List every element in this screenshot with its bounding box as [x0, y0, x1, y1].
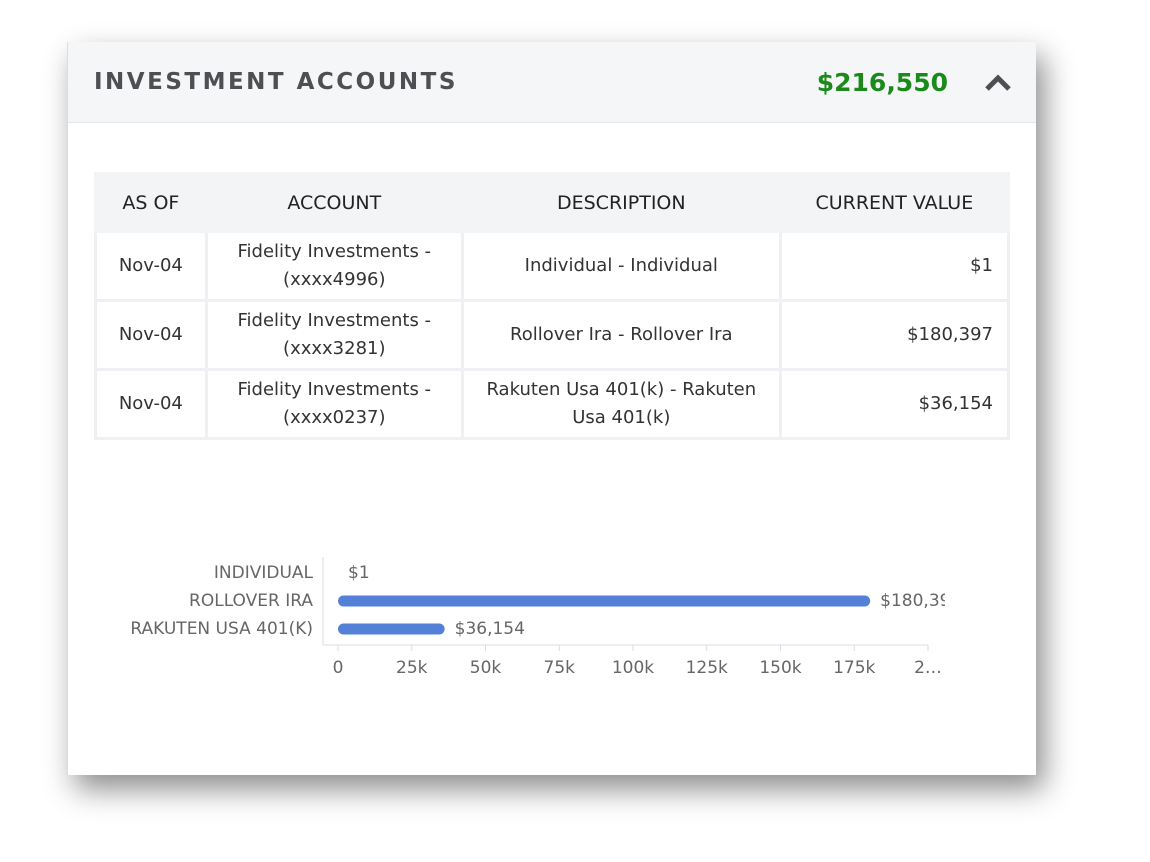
card-header[interactable]: INVESTMENT ACCOUNTS $216,550 [68, 42, 1036, 123]
x-tick-label: 25k [396, 658, 428, 678]
x-tick-label: 175k [833, 658, 875, 678]
table-cell: Nov-04 [94, 230, 208, 302]
table-cell: Rollover Ira - Rollover Ira [460, 299, 782, 371]
x-tick-label: 75k [544, 658, 576, 678]
table-cell: Rakuten Usa 401(k) - Rakuten Usa 401(k) [460, 368, 782, 440]
value-label: $180,397 [880, 591, 961, 611]
column-header: CURRENT VALUE [778, 172, 1011, 233]
y-tick-label: INDIVIDUAL [214, 563, 314, 583]
table-body: Nov-04 Fidelity Investments - (xxxx4996) I… [94, 230, 1011, 440]
table-row: Nov-04 Fidelity Investments - (xxxx4996) I… [94, 230, 1011, 302]
y-tick-label: RAKUTEN USA 401(K) [130, 619, 313, 639]
table-cell: Individual - Individual [460, 230, 782, 302]
x-tick-label: 0 [333, 658, 344, 678]
x-tick-label: 2… [914, 658, 942, 678]
table-row: Nov-04 Fidelity Investments - (xxxx0237) R… [94, 368, 1011, 440]
column-header: ACCOUNT [204, 172, 464, 233]
table-cell: Nov-04 [94, 299, 208, 371]
bar [338, 623, 445, 635]
x-tick-label: 150k [759, 658, 801, 678]
title: INVESTMENT ACCOUNTS [94, 69, 458, 95]
x-tick-label: 125k [686, 658, 728, 678]
table-cell: $36,154 [778, 368, 1011, 440]
total: $216,550 [816, 68, 948, 97]
y-tick-label: ROLLOVER IRA [189, 591, 313, 611]
x-tick-label: 100k [612, 658, 654, 678]
table-cell: $180,397 [778, 299, 1011, 371]
table-cell: Nov-04 [94, 368, 208, 440]
table-cell: Fidelity Investments - (xxxx0237) [204, 368, 464, 440]
column-header: DESCRIPTION [460, 172, 782, 233]
bar [338, 595, 871, 607]
collapse-icon[interactable] [984, 74, 1012, 92]
card: INVESTMENT ACCOUNTS $216,550 AS OF ACCOUN… [67, 42, 1036, 775]
table-cell: Fidelity Investments - (xxxx4996) [204, 230, 464, 302]
x-tick-label: 50k [470, 658, 502, 678]
value-label: $1 [348, 563, 370, 583]
header-row: AS OF ACCOUNT DESCRIPTION CURRENT VALUE [94, 172, 1011, 233]
column-header: AS OF [94, 172, 208, 233]
value-label: $36,154 [455, 619, 525, 639]
table-cell: Fidelity Investments - (xxxx3281) [204, 299, 464, 371]
accounts-table: AS OF ACCOUNT DESCRIPTION CURRENT VALUE Nov… [94, 172, 1011, 440]
table-row: Nov-04 Fidelity Investments - (xxxx3281) R… [94, 299, 1011, 371]
table-cell: $1 [778, 230, 1011, 302]
